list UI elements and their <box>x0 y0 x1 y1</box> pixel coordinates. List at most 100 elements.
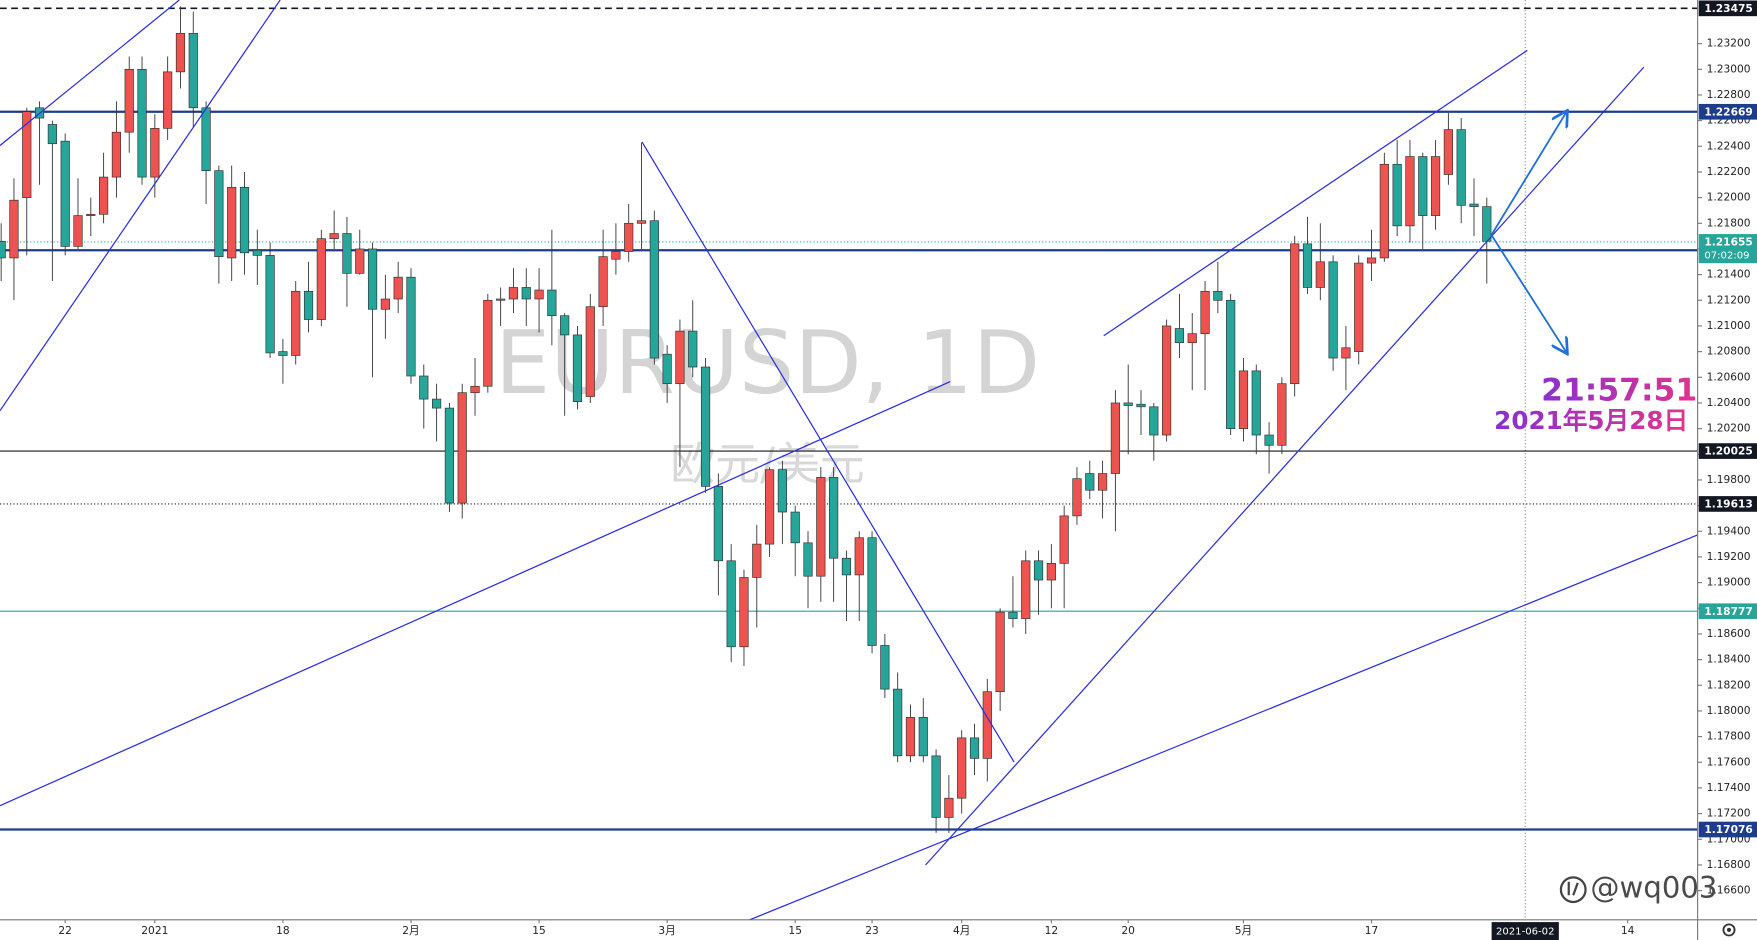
candle-body <box>662 353 672 385</box>
x-tick-label: 3月 <box>658 924 675 937</box>
candles <box>0 6 1492 833</box>
candle-body <box>252 249 262 256</box>
price-level-label: 1.22669 <box>1704 105 1752 118</box>
candle-body <box>1136 403 1146 408</box>
candle-body <box>137 68 147 178</box>
y-tick-label: 1.20600 <box>1707 370 1751 383</box>
price-level-box <box>1698 0 1757 17</box>
candle-body <box>86 213 96 216</box>
candle-body <box>1315 261 1325 288</box>
candle-body <box>1482 206 1492 242</box>
x-tick-label: 20 <box>1121 924 1135 937</box>
candle-body <box>265 255 275 354</box>
candle-body <box>0 240 6 259</box>
y-tick-label: 1.22000 <box>1707 191 1751 204</box>
candle-body <box>982 691 992 759</box>
price-level-label: 1.23475 <box>1704 2 1752 15</box>
trendline <box>925 66 1645 866</box>
crosshair-label: 2021-06-02 <box>1496 927 1555 938</box>
price-level-label: 1.20025 <box>1704 445 1752 458</box>
candle-body <box>9 199 19 259</box>
candle-body <box>1033 560 1044 581</box>
candle-body <box>47 124 57 145</box>
y-tick-label: 1.18600 <box>1707 627 1751 640</box>
candle-body <box>649 220 659 359</box>
y-tick-label: 1.21000 <box>1707 319 1751 332</box>
y-tick-label: 1.22800 <box>1707 88 1751 101</box>
candle-body <box>688 330 698 368</box>
price-level-label: 1.18777 <box>1704 605 1752 618</box>
candle-body <box>1123 402 1133 406</box>
candle-body <box>163 71 173 129</box>
candle-body <box>739 577 749 648</box>
candle-body <box>790 511 800 544</box>
candle-body <box>342 233 352 274</box>
candle-body <box>598 256 608 308</box>
x-tick-label: 2月 <box>402 924 419 937</box>
gear-hub[interactable] <box>1726 927 1732 932</box>
y-tick-label: 1.22200 <box>1707 165 1751 178</box>
arrow-down <box>1490 234 1566 353</box>
candle-body <box>406 276 416 377</box>
candle-body <box>611 251 621 260</box>
y-tick-label: 1.21800 <box>1707 216 1751 229</box>
candle-body <box>1110 402 1120 474</box>
candle-body <box>841 557 852 576</box>
candle-body <box>278 351 288 356</box>
candle-body <box>572 334 583 403</box>
candle-body <box>713 486 723 562</box>
candle-body <box>995 611 1005 693</box>
trendline <box>0 0 281 412</box>
candle-body <box>1251 370 1261 436</box>
candle-body <box>1162 325 1172 436</box>
y-tick-label: 1.17800 <box>1707 730 1751 743</box>
candle-body <box>726 560 736 648</box>
candle-body <box>1238 370 1249 429</box>
candle-body <box>1226 299 1236 429</box>
price-level-box <box>1698 103 1757 120</box>
settings-icon[interactable] <box>1722 923 1736 937</box>
candle-body <box>188 33 198 109</box>
candle-body <box>1277 383 1287 446</box>
trendlines <box>0 0 1698 921</box>
y-tick-label: 1.21200 <box>1707 293 1751 306</box>
candle-body <box>624 222 634 252</box>
candle-body <box>1328 261 1338 359</box>
candle-body <box>547 289 557 317</box>
countdown: 07:02:09 <box>1704 250 1749 261</box>
candle-body <box>496 298 506 301</box>
candle-body <box>201 107 211 172</box>
candle-body <box>777 469 787 513</box>
time-stamp: 21:57:51 <box>1541 373 1697 409</box>
y-tick-label: 1.19000 <box>1707 576 1751 589</box>
candle-body <box>227 187 237 259</box>
author-watermark: @wq003 <box>1590 871 1717 905</box>
y-tick-label: 1.18200 <box>1707 678 1751 691</box>
y-tick-label: 1.22400 <box>1707 139 1751 152</box>
x-tick-label: 5月 <box>1235 924 1252 937</box>
candle-body <box>175 33 186 73</box>
date-stamp: 2021年5月28日 <box>1494 406 1688 435</box>
trendline <box>1103 49 1528 337</box>
candle-body <box>867 537 877 646</box>
candle-body <box>483 299 493 387</box>
logo-icon <box>1559 876 1587 904</box>
x-tick-label: 15 <box>788 924 802 937</box>
crosshair-box <box>1491 922 1559 940</box>
candle-body <box>905 717 916 757</box>
x-tick-label: 4月 <box>953 924 970 937</box>
trendline <box>749 534 1698 921</box>
candle-body <box>355 248 365 274</box>
y-tick-label: 1.21400 <box>1707 268 1751 281</box>
y-tick-label: 1.20800 <box>1707 345 1751 358</box>
candle-body <box>470 385 480 394</box>
arrows <box>1490 112 1566 353</box>
candle-body <box>1366 257 1377 264</box>
price-level-box <box>1698 603 1757 620</box>
candle-body <box>880 645 890 690</box>
y-tick-label: 1.19400 <box>1707 524 1751 537</box>
last-price-label: 1.21655 <box>1704 235 1752 248</box>
gear[interactable] <box>1722 923 1736 937</box>
